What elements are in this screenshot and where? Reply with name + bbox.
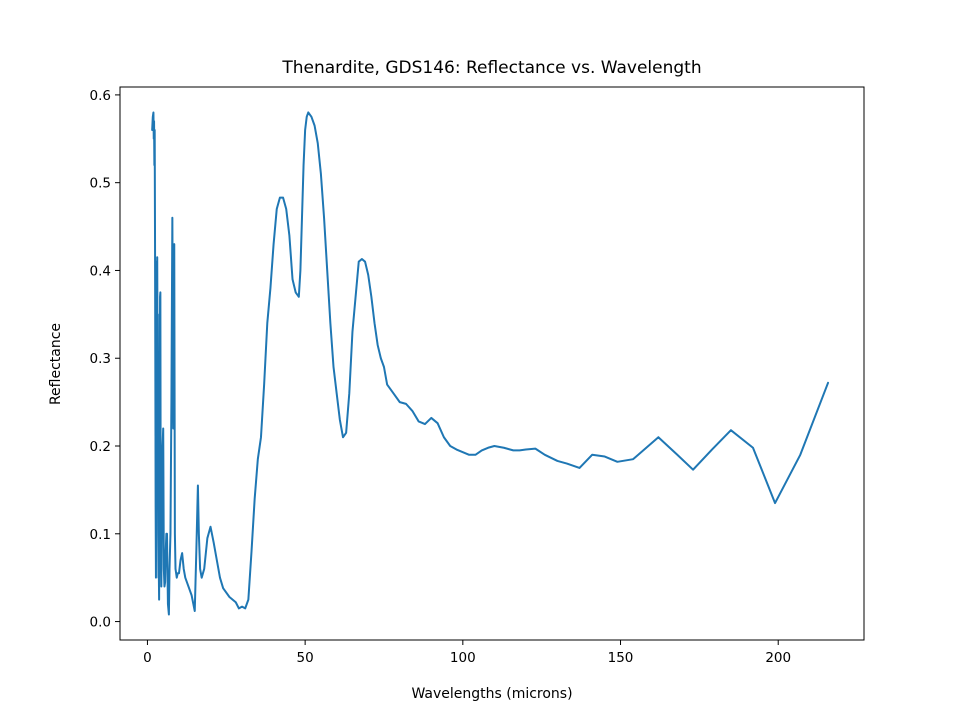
- x-tick-label: 150: [608, 650, 634, 666]
- x-tick-label: 200: [765, 650, 791, 666]
- plot-frame: [119, 86, 865, 641]
- y-tick-label: 0.4: [90, 263, 111, 279]
- x-tick-label: 100: [450, 650, 476, 666]
- series-line-reflectance: [151, 111, 830, 616]
- x-tick-label: 50: [297, 650, 314, 666]
- y-tick-label: 0.5: [90, 176, 111, 192]
- y-tick-label: 0.2: [90, 439, 111, 455]
- y-tick-label: 0.1: [90, 527, 111, 543]
- plot-area: [119, 86, 865, 641]
- y-tick-label: 0.0: [90, 615, 111, 631]
- y-tick-label: 0.3: [90, 351, 111, 367]
- chart-title: Thenardite, GDS146: Reflectance vs. Wave…: [281, 58, 701, 78]
- y-tick-label: 0.6: [90, 88, 111, 104]
- x-tick-label: 0: [143, 650, 152, 666]
- x-axis-label: Wavelengths (microns): [411, 686, 572, 702]
- y-axis: 0.0 0.1 0.2 0.3 0.4 0.5 0.6: [90, 88, 120, 631]
- x-axis: 0 50 100 150 200: [143, 640, 791, 666]
- y-axis-label: Reflectance: [48, 323, 64, 405]
